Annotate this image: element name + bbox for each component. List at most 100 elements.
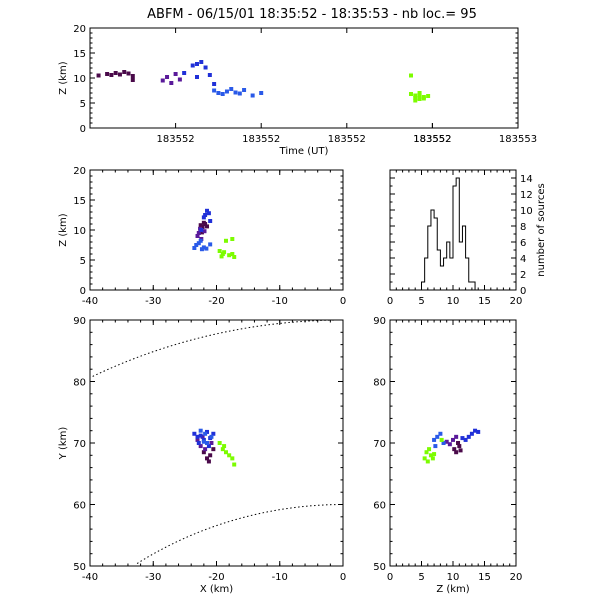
x_z-point — [206, 211, 211, 216]
z_y-point — [447, 442, 452, 447]
x_y-ytick-label: 70 — [73, 439, 86, 450]
time_z-xtick-label: 183552 — [157, 134, 195, 145]
x_z-point — [202, 229, 207, 234]
x_z-ytick-label: 20 — [73, 166, 86, 177]
z_histogram-ytick-label: 4 — [520, 254, 526, 265]
x_z-frame — [89, 169, 344, 291]
time_z-point — [250, 93, 255, 98]
x_z-point — [219, 254, 224, 259]
x_z-ytick-label: 5 — [80, 256, 86, 267]
x_z-point — [192, 246, 197, 250]
z_y-point — [422, 456, 427, 461]
time_z-point — [122, 70, 127, 74]
x_y-point — [201, 450, 206, 455]
x_y-ytick-label: 80 — [73, 378, 86, 389]
z_y-point — [444, 439, 449, 444]
x_y-point — [208, 453, 213, 458]
time_z-ytick-label: 0 — [80, 124, 86, 135]
z_y-ytick-label: 50 — [373, 562, 386, 573]
x_y-xtick-label: -40 — [82, 572, 98, 583]
time_z-point — [96, 73, 101, 78]
x_y-ytick-label: 90 — [73, 316, 86, 327]
z_y-point — [441, 441, 446, 445]
z_y-point — [466, 434, 471, 439]
x_y-point — [195, 437, 200, 442]
time_z-point — [417, 97, 422, 101]
x_y-point — [203, 431, 208, 436]
x_y-xtick-label: -20 — [208, 572, 224, 583]
z_histogram-xtick-label: 10 — [447, 296, 460, 307]
z_y-point — [452, 447, 457, 452]
z_y-ytick-label: 90 — [373, 316, 386, 327]
x_y-point — [232, 462, 237, 467]
x_y-point — [220, 447, 225, 452]
time_z-xtick-label: 183552 — [242, 134, 280, 145]
z_histogram-ylabel: number of sources — [536, 183, 547, 276]
time_z-point — [165, 75, 170, 79]
z_histogram-ytick-label: 10 — [520, 206, 533, 217]
time_z-point — [130, 78, 135, 82]
x_y-point — [209, 441, 214, 445]
figure-title: ABFM - 06/15/01 18:35:52 - 18:35:53 - nb… — [147, 7, 477, 22]
z_histogram-ytick-label: 2 — [520, 270, 526, 281]
x_z-point — [208, 242, 213, 247]
time_z-point — [207, 73, 212, 77]
x_y-ytick-label: 50 — [73, 562, 86, 573]
range-ring-outer — [90, 319, 338, 378]
time_z-point — [203, 65, 208, 70]
z_y-point — [451, 437, 455, 442]
z_y-point — [458, 448, 463, 453]
x_y-xlabel: X (km) — [200, 584, 233, 595]
x_z-xtick-label: -20 — [208, 296, 224, 307]
time_z-point — [413, 98, 418, 103]
z_histogram-xtick-label: 0 — [387, 296, 393, 307]
z_y-point — [424, 450, 429, 455]
time_z-point — [426, 94, 431, 98]
z_y-point — [454, 434, 459, 439]
time_z-point — [212, 82, 217, 86]
z_y-xtick-label: 10 — [447, 572, 460, 583]
x_y-point — [211, 447, 216, 452]
time_z-ytick-label: 10 — [73, 74, 86, 85]
x_y-ylabel: Y (km) — [58, 427, 69, 461]
x_z-point — [201, 215, 206, 220]
x_z-point — [204, 246, 209, 251]
x_y-point — [227, 453, 232, 458]
z_histogram-ytick-label: 0 — [520, 286, 526, 297]
time_z-point — [242, 88, 247, 92]
time_z-point — [195, 62, 199, 66]
x_z-point — [195, 234, 200, 238]
x_z-point — [205, 224, 210, 229]
x_y-point — [195, 434, 200, 439]
x_z-point — [230, 237, 235, 241]
x_y-ytick-label: 60 — [73, 501, 86, 512]
z_histogram-ytick-label: 6 — [520, 238, 526, 249]
x_z-xtick-label: -40 — [82, 296, 98, 307]
x_z-ylabel: Z (km) — [58, 213, 69, 246]
x_z-point — [222, 250, 227, 255]
time_z-point — [259, 91, 264, 95]
time_z-point — [233, 90, 238, 95]
z_y-point — [463, 437, 468, 442]
x_y-point — [205, 441, 210, 445]
x_z-ytick-label: 0 — [80, 286, 86, 297]
range-ring-inner — [135, 504, 340, 566]
x_y-point — [192, 431, 197, 436]
time_z-point — [130, 74, 135, 78]
z_histogram-ytick-label: 14 — [520, 174, 533, 185]
x_z-panel: -40 -30 -20 -10 0 0 5 10 15 20 Z (km) — [58, 166, 346, 307]
x_y-xtick-label: -30 — [145, 572, 161, 583]
time_z-point — [409, 73, 413, 78]
z_y-ytick-label: 80 — [373, 378, 386, 389]
x_y-point — [209, 434, 214, 439]
x_y-panel: -40 -30 -20 -10 0 50 60 70 80 90 X (km) Y (km) — [58, 316, 346, 595]
time_z-point — [409, 92, 413, 96]
z_y-ytick-label: 70 — [373, 439, 386, 450]
time_z-point — [220, 92, 225, 96]
x_y-point — [201, 439, 206, 444]
time_z-point — [117, 72, 122, 77]
time_z-point — [126, 71, 131, 76]
x_y-point — [196, 441, 201, 445]
z_y-xtick-label: 20 — [510, 572, 523, 583]
